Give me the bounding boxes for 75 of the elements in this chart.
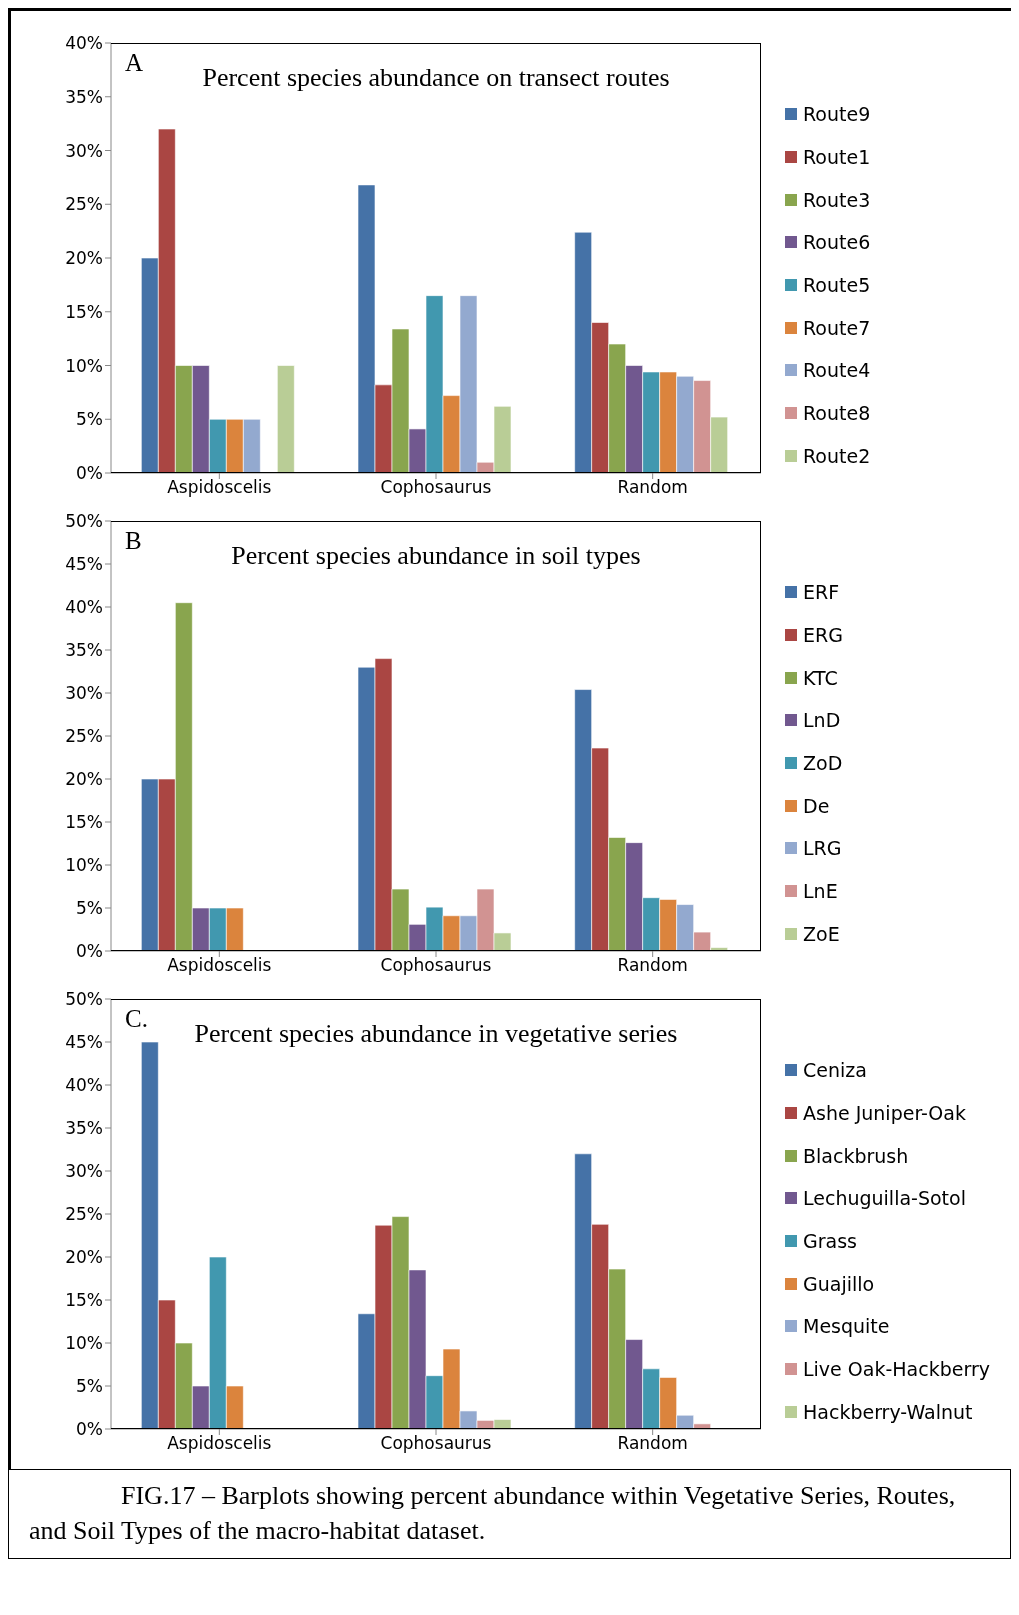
y-tick-label: 30% — [65, 1161, 103, 1182]
y-tick-label: 35% — [65, 1118, 103, 1139]
legend-label: Guajillo — [803, 1272, 875, 1295]
y-tick-label: 25% — [65, 194, 103, 215]
legend-label: Ashe Juniper-Oak — [803, 1102, 966, 1125]
y-tick-label: 50% — [65, 511, 103, 532]
legend-label: ZoD — [803, 752, 843, 775]
y-tick-label: 30% — [65, 683, 103, 704]
x-tick-label: Aspidoscelis — [167, 1433, 272, 1454]
x-tick-label: Random — [617, 1433, 688, 1454]
legend-label: Hackberry-Walnut — [803, 1400, 973, 1423]
legend-label: Route8 — [803, 402, 871, 425]
y-tick-label: 20% — [65, 769, 103, 790]
y-tick-label: 45% — [65, 1032, 103, 1053]
legend-label: KTC — [803, 666, 838, 689]
x-tick-label: Cophosaurus — [380, 955, 492, 976]
y-tick-label: 0% — [76, 463, 103, 484]
legend-label: Route5 — [803, 274, 871, 297]
text: Percent species abundance in soil types — [231, 541, 641, 570]
annotation: A — [125, 49, 144, 77]
text: Percent species abundance on transect routes — [202, 63, 670, 92]
y-tick-label: 10% — [65, 1333, 103, 1354]
legend-label: ZoE — [803, 922, 840, 945]
legend-label: Live Oak-Hackberry — [803, 1358, 990, 1381]
x-tick-label: Cophosaurus — [380, 1433, 492, 1454]
x-tick-label: Random — [617, 477, 688, 498]
legend-label: LnD — [803, 709, 841, 732]
y-tick-label: 25% — [65, 1204, 103, 1225]
caption: FIG.17 – Barplots showing percent abundance within Vegetative Series, Routes, and Soil Types of the macro-habitat dataset. — [8, 1469, 1011, 1560]
y-tick-label: 40% — [65, 33, 103, 54]
x-tick-label: Cophosaurus — [380, 477, 492, 498]
y-tick-label: 45% — [65, 554, 103, 575]
y-tick-label: 20% — [65, 1247, 103, 1268]
y-tick-label: 5% — [76, 1376, 103, 1397]
y-tick-label: 25% — [65, 726, 103, 747]
y-tick-label: 5% — [76, 898, 103, 919]
legend-label: Ceniza — [803, 1059, 867, 1082]
text: Percent species abundance in vegetative series — [194, 1019, 678, 1048]
y-tick-label: 5% — [76, 409, 103, 430]
y-tick-label: 35% — [65, 640, 103, 661]
y-tick-label: 15% — [65, 812, 103, 833]
legend-label: ERF — [803, 581, 840, 604]
legend-label: LnE — [803, 880, 838, 903]
bar — [277, 365, 295, 473]
legend-label: LRG — [803, 837, 842, 860]
x-tick-label: Random — [617, 955, 688, 976]
legend-label: Route9 — [803, 103, 871, 126]
legend-label: Route3 — [803, 188, 871, 211]
legend-label: Mesquite — [803, 1315, 890, 1338]
annotation: C. — [125, 1005, 148, 1033]
legend-label: Route1 — [803, 146, 871, 169]
y-tick-label: 15% — [65, 1290, 103, 1311]
x-tick-label: Aspidoscelis — [167, 477, 272, 498]
y-tick-label: 40% — [65, 597, 103, 618]
y-tick-label: 30% — [65, 140, 103, 161]
legend-label: Route2 — [803, 444, 871, 467]
y-tick-label: 10% — [65, 855, 103, 876]
legend-label: ERG — [803, 624, 843, 647]
legend-label: De — [803, 794, 830, 817]
annotation: B — [125, 527, 142, 555]
legend-label: Blackbrush — [803, 1144, 909, 1167]
y-tick-label: 0% — [76, 1419, 103, 1440]
x-tick-label: Aspidoscelis — [167, 955, 272, 976]
y-tick-label: 35% — [65, 86, 103, 107]
y-tick-label: 10% — [65, 355, 103, 376]
y-tick-label: 0% — [76, 941, 103, 962]
y-tick-label: 15% — [65, 301, 103, 322]
y-tick-label: 40% — [65, 1075, 103, 1096]
legend-label: Route4 — [803, 359, 871, 382]
legend-label: Lechuguilla-Sotol — [803, 1187, 966, 1210]
legend-label: Route6 — [803, 231, 871, 254]
y-tick-label: 50% — [65, 989, 103, 1010]
legend-label: Route7 — [803, 316, 871, 339]
legend-label: Grass — [803, 1230, 857, 1253]
y-tick-label: 20% — [65, 248, 103, 269]
